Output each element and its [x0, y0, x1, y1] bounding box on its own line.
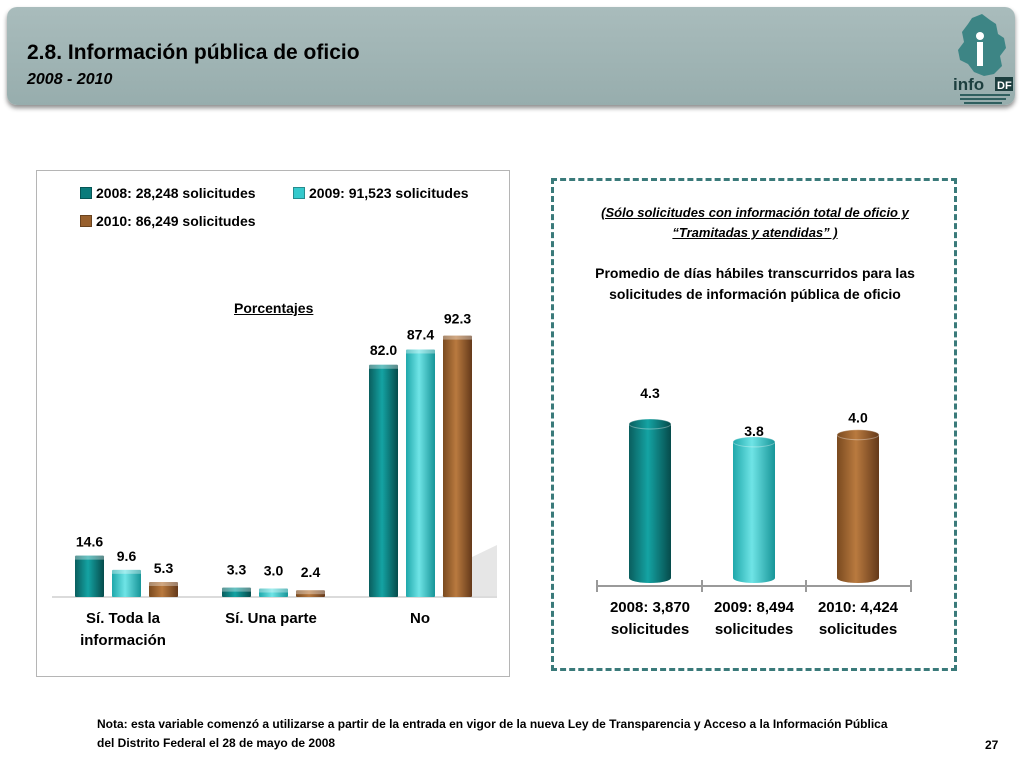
average-days-chart-panel	[551, 178, 957, 671]
chart1-category-1: Sí. Una parte	[206, 608, 336, 630]
legend-swatch-2010	[80, 215, 92, 227]
cylinder-top-2010	[836, 429, 880, 441]
cylinder-body-2009	[733, 441, 775, 578]
cylinder-top-2008	[628, 418, 672, 430]
data-label-2010-0: 5.3	[154, 560, 174, 576]
cylinder-label-2009: 3.8	[744, 423, 764, 439]
footnote: Nota: esta variable comenzó a utilizarse…	[97, 715, 937, 753]
legend-2009: 2009: 91,523 solicitudes	[293, 185, 469, 201]
chart2-note: (Sólo solicitudes con información total …	[601, 205, 909, 240]
legend-label-2009: 2009: 91,523 solicitudes	[309, 185, 469, 201]
legend-label-2008: 2008: 28,248 solicitudes	[96, 185, 256, 201]
bar-cap-2009-1	[259, 588, 288, 593]
bar-2008-0	[75, 555, 104, 597]
chart2-title: Promedio de días hábiles transcurridos p…	[595, 265, 915, 302]
chart1-category-0-line-0: Sí. Toda la	[86, 610, 160, 627]
data-label-2010-2: 92.3	[444, 311, 471, 327]
data-label-2008-1: 3.3	[227, 562, 247, 578]
chart2-category-0: 2008: 3,870 solicitudes	[595, 597, 705, 641]
footnote-line-2: del Distrito Federal el 28 de mayo de 20…	[97, 736, 336, 750]
page-number: 27	[985, 738, 999, 752]
chart1-category-2: No	[355, 608, 485, 630]
bar-2009-2	[406, 349, 435, 597]
bar-2009-0	[112, 569, 141, 597]
legend-swatch-2009	[293, 187, 305, 199]
cylinder-body-2010	[837, 434, 879, 578]
svg-text:info: info	[953, 75, 984, 94]
chart1-category-0: Sí. Toda la información	[58, 608, 188, 652]
chart2-category-0-line-1: solicitudes	[610, 621, 690, 638]
chart2-category-2: 2010: 4,424 solicitudes	[803, 597, 913, 641]
chart1-category-0-line-1: información	[80, 632, 166, 649]
bar-cap-2008-2	[369, 364, 398, 369]
data-label-2009-1: 3.0	[264, 563, 284, 579]
bar-cap-2009-0	[112, 569, 141, 574]
chart2-category-2-line-0: 2010: 4,424	[817, 599, 899, 616]
cylinder-body-2008	[629, 424, 671, 578]
legend-swatch-2008	[80, 187, 92, 199]
bar-cap-2010-0	[149, 581, 178, 586]
bar-2010-0	[149, 581, 178, 597]
page-subtitle: 2008 - 2010	[27, 71, 113, 88]
slide-header: 2.8. Información pública de oficio 2008 …	[7, 7, 1015, 105]
chart1-category-2-line-0: No	[410, 610, 430, 627]
bar-2008-2	[369, 364, 398, 597]
data-label-2009-0: 9.6	[117, 548, 137, 564]
bar-cap-2009-2	[406, 349, 435, 354]
chart2-category-1-line-0: 2009: 8,494	[713, 599, 795, 616]
chart1-category-1-line-0: Sí. Una parte	[225, 610, 317, 627]
bar-cap-2008-0	[75, 555, 104, 560]
bar-2010-1	[296, 590, 325, 597]
data-label-2008-0: 14.6	[76, 534, 103, 550]
chart2-category-1-line-1: solicitudes	[714, 621, 794, 638]
data-label-2008-2: 82.0	[370, 342, 397, 358]
page-title: 2.8. Información pública de oficio	[27, 41, 360, 64]
footnote-line-1: Nota: esta variable comenzó a utilizarse…	[97, 717, 888, 731]
cylinder-top-2009	[732, 436, 776, 448]
legend-2008: 2008: 28,248 solicitudes	[80, 185, 256, 201]
legend-label-2010: 2010: 86,249 solicitudes	[96, 213, 256, 229]
bar-2009-1	[259, 588, 288, 597]
cylinder-label-2008: 4.3	[640, 385, 660, 401]
infodf-logo-icon: info DF	[953, 14, 1013, 104]
chart2-category-0-line-0: 2008: 3,870	[609, 599, 691, 616]
svg-text:DF: DF	[997, 80, 1012, 92]
data-label-2009-2: 87.4	[407, 326, 434, 342]
bar-cap-2008-1	[222, 587, 251, 592]
cylinder-label-2010: 4.0	[848, 410, 868, 426]
chart2-category-2-line-1: solicitudes	[818, 621, 898, 638]
chart1-title: Porcentajes	[234, 300, 314, 316]
bar-2010-2	[443, 335, 472, 597]
legend-2010: 2010: 86,249 solicitudes	[80, 213, 256, 229]
bar-cap-2010-1	[296, 590, 325, 595]
bar-cap-2010-2	[443, 335, 472, 340]
chart2-category-1: 2009: 8,494 solicitudes	[699, 597, 809, 641]
bar-2008-1	[222, 587, 251, 597]
data-label-2010-1: 2.4	[301, 564, 321, 580]
